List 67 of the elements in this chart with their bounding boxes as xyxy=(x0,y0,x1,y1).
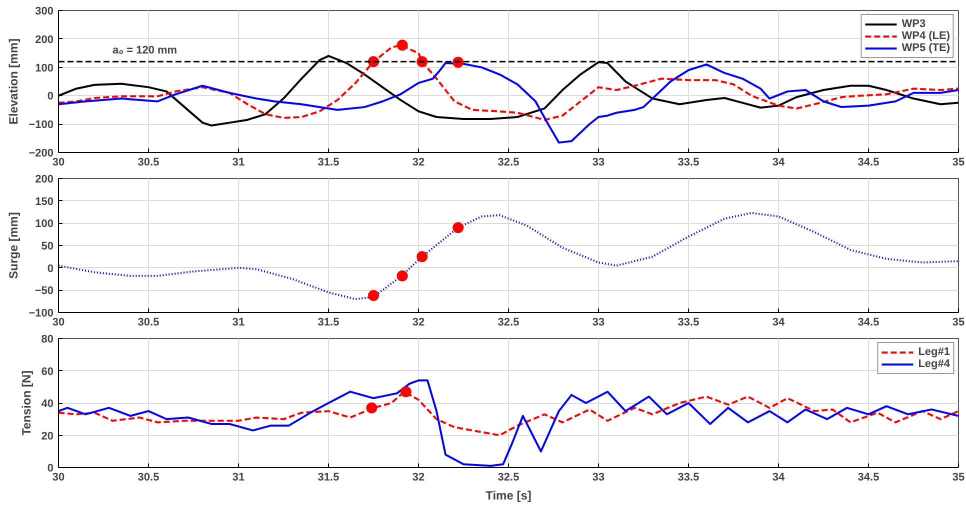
y-tick-label: 80 xyxy=(41,334,54,346)
point xyxy=(416,251,428,262)
y-tick-label: 300 xyxy=(35,6,54,18)
y-tick-label: 200 xyxy=(35,174,54,186)
x-tick-label: 30.5 xyxy=(138,156,160,168)
y-tick-label: 40 xyxy=(41,398,54,410)
x-tick-label: 34.5 xyxy=(858,472,880,484)
x-tick-label: 31.5 xyxy=(318,472,340,484)
y-tick-label: 60 xyxy=(41,366,54,378)
x-tick-label: 33 xyxy=(592,472,605,484)
y-tick-label: 0 xyxy=(47,262,54,275)
x-tick-label: 32.5 xyxy=(498,316,520,328)
legend-label: WP4 (LE) xyxy=(902,30,950,42)
point xyxy=(396,270,408,282)
legend-label: WP5 (TE) xyxy=(902,42,950,54)
x-tick-label: 32.5 xyxy=(498,472,520,484)
y-tick-label: 200 xyxy=(35,34,54,46)
x-tick-label: 33 xyxy=(592,316,605,328)
y-tick-label: 0 xyxy=(47,90,54,103)
x-tick-label: 30 xyxy=(52,472,65,484)
x-tick-label: 33.5 xyxy=(678,472,700,484)
y-tick-label: 20 xyxy=(41,430,54,442)
y-tick-label: 0 xyxy=(47,462,54,474)
x-tick-label: 34.5 xyxy=(858,316,880,328)
x-tick-label: 34 xyxy=(772,156,786,168)
y-tick-label: −200 xyxy=(28,148,54,160)
point xyxy=(452,222,464,234)
ref-line-label: a₀ = 120 mm xyxy=(112,44,178,57)
x-axis-title: Time [s] xyxy=(486,488,532,502)
x-tick-label: 31 xyxy=(232,316,245,328)
x-tick-label: 32 xyxy=(412,472,425,484)
y-tick-label: −50 xyxy=(34,285,54,298)
x-tick-label: 35 xyxy=(952,316,965,328)
x-tick-label: 32 xyxy=(412,316,425,328)
x-tick-label: 34.5 xyxy=(858,156,880,168)
y-tick-label: −100 xyxy=(28,119,54,132)
x-tick-label: 35 xyxy=(952,472,965,484)
y-tick-label: 50 xyxy=(41,240,54,252)
x-tick-label: 31 xyxy=(232,472,245,484)
y-tick-label: −100 xyxy=(28,308,54,320)
x-tick-label: 34 xyxy=(772,472,786,484)
y-tick-label: 100 xyxy=(35,62,54,74)
x-tick-label: 30.5 xyxy=(138,472,160,484)
x-tick-label: 33.5 xyxy=(678,156,700,168)
x-tick-label: 34 xyxy=(772,316,786,328)
x-tick-label: 32 xyxy=(412,156,425,168)
line-series xyxy=(58,212,958,300)
y-axis-title: Tension [N] xyxy=(19,370,34,436)
legend-label: Leg#4 xyxy=(918,358,950,370)
legend-label: Leg#1 xyxy=(918,346,950,358)
x-tick-label: 31 xyxy=(232,156,245,168)
y-axis-title: Elevation [mm] xyxy=(6,38,21,125)
y-tick-label: 150 xyxy=(35,196,54,208)
x-tick-label: 31.5 xyxy=(318,156,340,168)
x-tick-label: 31.5 xyxy=(318,316,340,328)
point xyxy=(368,290,379,302)
x-tick-label: 30.5 xyxy=(138,316,160,328)
point xyxy=(396,40,408,51)
legend-label: WP3 xyxy=(902,18,926,30)
y-tick-label: 100 xyxy=(35,218,54,230)
x-tick-label: 33.5 xyxy=(678,316,700,328)
x-tick-label: 33 xyxy=(592,156,605,168)
x-tick-label: 30 xyxy=(52,316,65,328)
x-tick-label: 35 xyxy=(952,156,965,168)
x-tick-label: 32.5 xyxy=(498,156,520,168)
y-axis-title: Surge [mm] xyxy=(6,212,21,279)
x-tick-label: 30 xyxy=(52,156,65,168)
